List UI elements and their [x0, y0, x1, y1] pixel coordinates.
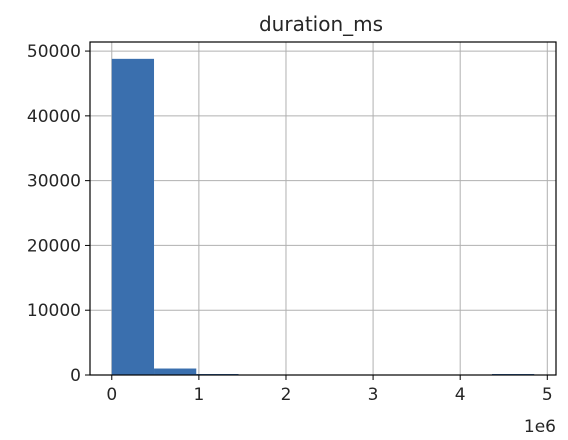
y-tick-label: 10000 — [27, 301, 81, 321]
x-axis-ticks: 0 1 2 3 4 5 — [106, 375, 553, 405]
x-tick-label: 3 — [368, 385, 379, 405]
y-axis-ticks: 0 10000 20000 30000 40000 50000 — [27, 42, 90, 386]
x-tick-label: 1 — [193, 385, 204, 405]
x-tick-label: 2 — [281, 385, 292, 405]
plot-frame — [89, 41, 557, 376]
x-tick-label: 5 — [542, 385, 553, 405]
x-tick-label: 4 — [455, 385, 466, 405]
histogram-bar — [111, 58, 155, 375]
chart-title: duration_ms — [259, 12, 383, 36]
x-axis-offset-text: 1e6 — [524, 417, 556, 437]
grid — [90, 42, 556, 376]
y-tick-label: 40000 — [27, 107, 81, 127]
x-tick-label: 0 — [106, 385, 117, 405]
y-tick-label: 20000 — [27, 236, 81, 256]
y-tick-label: 50000 — [27, 42, 81, 62]
histogram-bar — [154, 368, 197, 375]
y-tick-label: 0 — [70, 366, 81, 386]
y-tick-label: 30000 — [27, 172, 81, 192]
histogram-bars — [111, 58, 535, 375]
